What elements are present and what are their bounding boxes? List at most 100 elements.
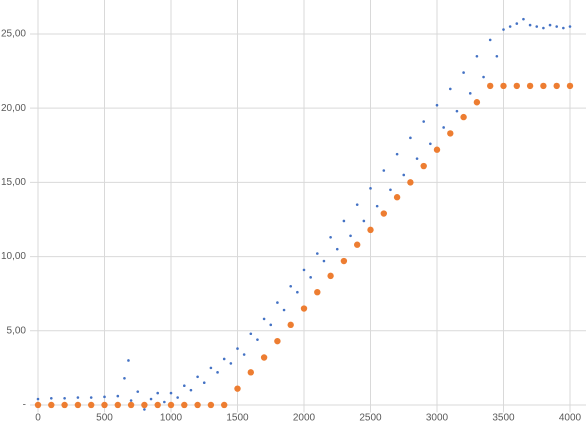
point [349,234,352,238]
point [447,130,454,137]
point [136,390,140,393]
point [234,385,241,392]
point [276,301,279,304]
point [429,142,432,146]
y-tick-label: 15,00 [1,177,26,188]
point [189,388,193,392]
point [555,25,558,28]
point [500,82,507,90]
point [402,173,406,177]
point [141,401,148,409]
point [181,401,188,409]
point [422,120,426,123]
point [482,75,485,79]
point [340,257,348,265]
y-tick-label: 5,00 [7,325,27,336]
x-tick-label: 1000 [160,413,183,424]
point [335,247,339,251]
point [342,219,346,223]
x-tick-label: 0 [35,413,41,424]
point [282,308,286,312]
point [249,332,253,336]
point [568,25,572,28]
point [354,241,361,248]
point [163,400,166,404]
point [475,54,479,58]
point [209,366,213,370]
point [393,194,401,201]
point [355,203,359,206]
point [487,82,494,90]
point [216,371,219,374]
y-tick-label: - [23,400,26,411]
point [222,357,226,361]
point [420,162,427,170]
point [101,401,108,409]
point [528,23,532,27]
point [176,396,179,399]
point [123,376,126,380]
point [221,401,228,409]
point [88,401,95,409]
y-tick-label: 10,00 [1,251,26,262]
x-tick-label: 2500 [359,413,382,424]
point [242,353,246,356]
point [229,362,233,365]
point [256,338,259,341]
point [322,259,326,263]
point [375,204,379,208]
x-tick-label: 4000 [559,413,582,424]
point [553,82,560,90]
point [329,235,332,239]
x-tick-label: 500 [96,413,113,424]
point [236,347,239,350]
point [194,401,201,409]
point [462,71,465,74]
point [526,82,534,90]
point [435,103,439,107]
point [449,87,452,91]
point [362,219,366,223]
point [127,359,130,362]
point [327,272,334,280]
point [566,82,574,90]
x-tick-label: 3000 [426,413,449,424]
point [196,375,199,379]
point [289,284,293,288]
point [207,401,215,409]
point [34,401,42,409]
y-tick-label: 20,00 [1,103,26,114]
point [269,323,273,327]
point [114,401,122,409]
point [407,179,414,186]
point [50,397,53,400]
point [522,17,525,21]
point [247,369,254,376]
point [535,25,539,28]
point [127,401,135,409]
point [369,187,372,190]
point [513,82,520,90]
point [309,276,312,279]
x-tick-label: 1500 [226,413,249,424]
point [415,157,419,160]
point [473,99,481,106]
point [167,401,175,409]
point [154,401,161,409]
point [367,226,374,234]
point [89,396,93,399]
point [183,384,186,387]
point [455,109,459,113]
point [389,188,392,192]
point [395,152,399,156]
point [202,381,206,385]
point [468,92,472,95]
point [302,268,306,272]
x-tick-label: 3500 [492,413,515,424]
point [262,317,266,321]
point [156,391,159,395]
point [74,401,82,409]
point [287,321,294,329]
